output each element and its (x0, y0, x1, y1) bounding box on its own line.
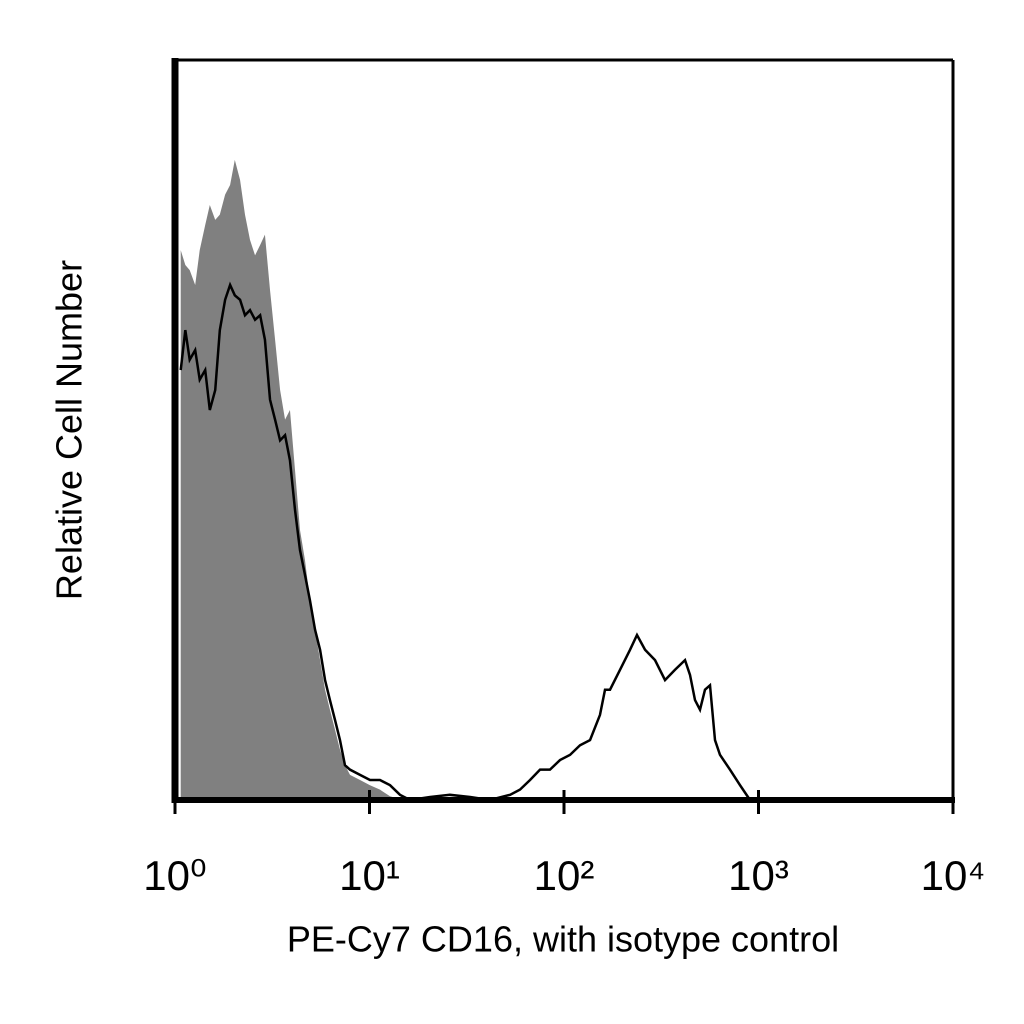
x-tick-label: 10² (534, 852, 595, 899)
x-tick-label: 10¹ (339, 852, 400, 899)
histogram-line (179, 281, 752, 802)
x-tick-label: 10⁰ (143, 852, 207, 899)
x-axis-label: PE-Cy7 CD16, with isotype control (287, 919, 839, 960)
x-tick-label: 10⁴ (921, 852, 986, 899)
x-tick-label: 10³ (728, 852, 789, 899)
histogram-area (180, 159, 401, 800)
y-axis-label: Relative Cell Number (49, 260, 90, 600)
